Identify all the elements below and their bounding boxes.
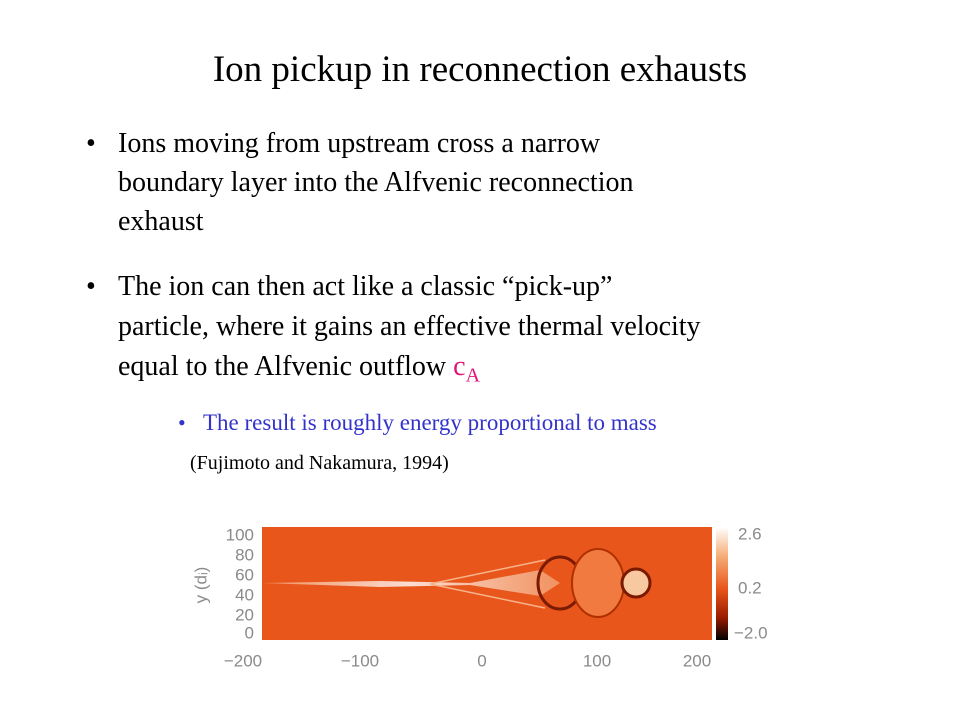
bullet-line: The ion can then act like a classic “pic…	[118, 271, 613, 302]
symbol: cA	[453, 351, 480, 387]
bullet-marker: •	[86, 128, 96, 159]
bullet-line: exhaust	[118, 206, 204, 237]
plasmoid	[571, 548, 625, 618]
colorbar-label: 0.2	[738, 578, 762, 597]
colorbar-label: −2.0	[734, 623, 768, 642]
sub-bullet-marker: •	[178, 410, 186, 435]
x-tick-label: 0	[477, 651, 486, 670]
x-tick-label: −200	[224, 651, 262, 670]
colorbar-label: 2.6	[738, 524, 762, 543]
bullet-line: equal to the Alfvenic outflow cA	[118, 351, 480, 388]
bullet-marker: •	[86, 271, 96, 302]
y-tick-label: 20	[235, 605, 254, 624]
bullet-text: equal to the Alfvenic outflow	[118, 351, 447, 382]
symbol-subscript: A	[465, 364, 481, 387]
y-tick-label: 60	[235, 565, 254, 584]
bullet-line: boundary layer into the Alfvenic reconne…	[118, 167, 634, 198]
x-tick-label: 100	[583, 651, 611, 670]
bullet-line: Ions moving from upstream cross a narrow	[118, 128, 601, 159]
x-tick-label: −100	[341, 651, 379, 670]
plasmoid	[620, 567, 652, 599]
current-sheet	[262, 570, 560, 596]
y-tick-label: 80	[235, 545, 254, 564]
separatrix	[429, 559, 546, 609]
colorbar	[716, 527, 728, 640]
y-axis-label: y (dᵢ)	[191, 567, 210, 604]
y-tick-label: 0	[245, 623, 254, 642]
y-tick-label: 40	[235, 585, 254, 604]
sub-bullet-text: The result is roughly energy proportiona…	[203, 410, 657, 435]
x-tick-label: 200	[683, 651, 711, 670]
bullet-line: particle, where it gains an effective th…	[118, 311, 701, 342]
citation: (Fujimoto and Nakamura, 1994)	[190, 452, 449, 474]
symbol-base: c	[453, 351, 466, 382]
y-tick-label: 100	[226, 525, 254, 544]
slide-title: Ion pickup in reconnection exhausts	[212, 49, 748, 90]
